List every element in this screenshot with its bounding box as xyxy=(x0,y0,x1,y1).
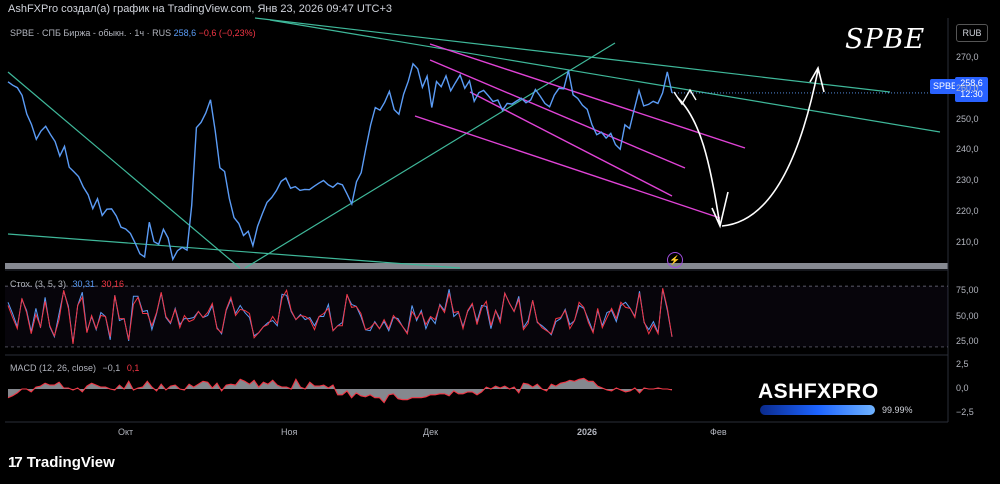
price-tick-label: 230,0 xyxy=(956,175,979,186)
bar-countdown: 12:30 xyxy=(960,89,983,99)
symbol-legend[interactable]: SPBE · СПБ Биржа - обыкн. · 1ч · RUS 258… xyxy=(10,28,256,38)
macd-tick-label: −2,5 xyxy=(956,407,974,418)
stoch-d-value: 30,16 xyxy=(101,279,125,289)
macd-tick-label: 0,0 xyxy=(956,383,969,393)
symbol-price: 258,6 xyxy=(173,28,197,38)
macd-value-1: −0,1 xyxy=(102,363,121,373)
price-tick-label: 250,0 xyxy=(956,113,979,124)
symbol-change: −0,6 (−0,23%) xyxy=(198,28,256,38)
date-tick-label: Ноя xyxy=(281,427,298,437)
ticker-price-tag: SPBE xyxy=(930,79,961,94)
price-tick-label: 270,0 xyxy=(956,51,979,62)
price-tick-label: 210,0 xyxy=(956,237,979,248)
publish-header: AshFXPro создал(а) график на TradingView… xyxy=(8,3,393,15)
brand-percent: 99.99% xyxy=(882,405,913,415)
brand-logo: ASHFXPRO xyxy=(758,380,879,403)
price-tick-label: 220,0 xyxy=(956,206,979,217)
macd-legend[interactable]: MACD (12, 26, close) −0,1 0,1 xyxy=(10,363,139,373)
tradingview-logo-text: TradingView xyxy=(26,454,115,471)
date-tick-label: Фев xyxy=(710,427,727,437)
stoch-tick-label: 25,00 xyxy=(956,335,979,346)
chart-title-overlay: SPBE xyxy=(845,24,926,55)
tradingview-logo[interactable]: 17 TradingView xyxy=(8,454,115,471)
date-tick-label: Окт xyxy=(118,427,134,437)
price-tick-label: 240,0 xyxy=(956,144,979,155)
stoch-tick-label: 50,00 xyxy=(956,310,979,321)
lightning-icon[interactable]: ⚡ xyxy=(667,252,683,268)
tradingview-icon: 17 xyxy=(8,454,23,471)
date-tick-label: Дек xyxy=(423,427,439,437)
brand-progress-bar xyxy=(760,405,875,415)
macd-tick-label: 2,5 xyxy=(956,358,969,369)
stoch-label: Стох. (3, 5, 3) xyxy=(10,279,66,289)
last-price-tag: 258,6 12:30 xyxy=(955,77,988,102)
chart-frame[interactable] xyxy=(5,18,995,440)
currency-button[interactable]: RUB xyxy=(956,24,988,42)
date-tick-label: 2026 xyxy=(577,427,598,437)
stoch-tick-label: 75,00 xyxy=(956,285,979,296)
price-tick-label: 260,0 xyxy=(956,82,979,93)
stoch-legend[interactable]: Стох. (3, 5, 3) 30,31 30,16 xyxy=(10,279,124,289)
macd-label: MACD (12, 26, close) xyxy=(10,363,97,373)
last-price-value: 258,6 xyxy=(960,78,983,88)
macd-value-2: 0,1 xyxy=(126,363,140,373)
symbol-description: SPBE · СПБ Биржа - обыкн. · 1ч · RUS xyxy=(10,28,172,38)
stoch-k-value: 30,31 xyxy=(72,279,95,289)
